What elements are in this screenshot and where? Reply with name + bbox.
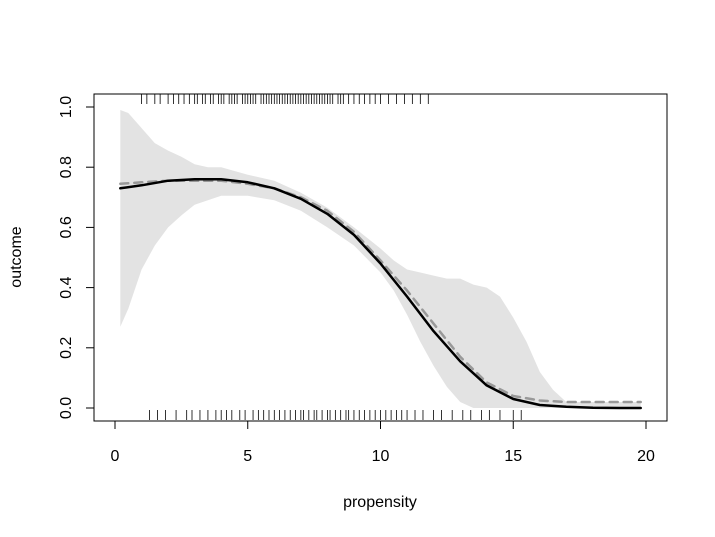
x-tick-label: 15 <box>504 448 522 465</box>
dashed-fit-line <box>119 179 642 404</box>
y-tick-label: 0.6 <box>58 216 75 238</box>
x-tick-label: 10 <box>372 448 390 465</box>
x-tick-label: 20 <box>637 448 655 465</box>
x-tick-label: 5 <box>243 448 252 465</box>
series-layer <box>119 177 642 410</box>
y-axis-title: outcome <box>8 226 25 287</box>
y-axis: 0.0 0.2 0.4 0.6 0.8 1.0 <box>58 96 95 419</box>
x-axis-title: propensity <box>343 494 417 511</box>
solid-fit-line <box>119 177 642 410</box>
y-tick-label: 0.4 <box>58 276 75 298</box>
y-tick-label: 0.0 <box>58 397 75 419</box>
y-tick-label: 0.2 <box>58 337 75 359</box>
x-axis: 0 5 10 15 20 <box>111 420 655 465</box>
y-tick-label: 0.8 <box>58 156 75 178</box>
x-tick-label: 0 <box>111 448 120 465</box>
rug-layer <box>141 94 522 420</box>
y-tick-label: 1.0 <box>58 96 75 118</box>
